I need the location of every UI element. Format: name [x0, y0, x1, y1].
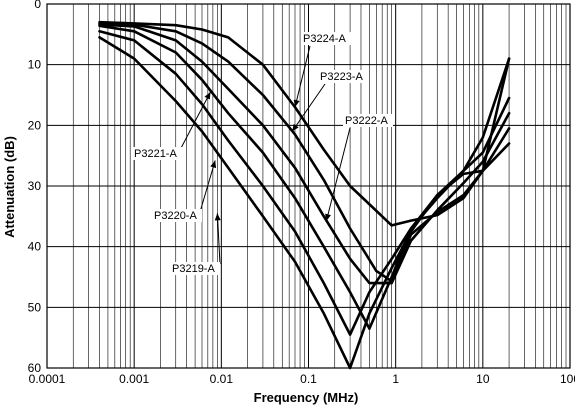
x-tick-label: 100	[560, 372, 575, 386]
callout-label-bg	[170, 262, 220, 275]
x-tick-label: 1	[392, 372, 399, 386]
callout-arrowhead	[204, 91, 211, 100]
callout-label-bg	[152, 209, 202, 222]
y-tick-labels: 0 10 20 30 40 50 60	[28, 0, 42, 375]
callout-arrowhead	[210, 160, 217, 169]
callout-leader	[294, 45, 311, 108]
series-line-p3219-a	[98, 36, 511, 370]
callout-label: P3222-A	[345, 115, 388, 127]
callout-label-bg	[318, 70, 368, 83]
x-axis-title: Frequency (MHz)	[254, 390, 359, 405]
callout-leader	[291, 83, 326, 132]
x-tick-labels: 0.0001 0.001 0.01 0.1 1 10 100	[29, 372, 575, 386]
series-line-p3224-a	[98, 20, 511, 227]
y-tick-label: 40	[28, 240, 42, 254]
callout-label-bg	[132, 147, 182, 160]
y-tick-label: 10	[28, 58, 42, 72]
callout-leader	[179, 91, 211, 151]
y-tick-label: 50	[28, 300, 42, 314]
callout-leader	[199, 160, 216, 213]
callout-arrowhead	[293, 99, 300, 108]
y-axis-title: Attenuation (dB)	[2, 136, 17, 238]
callout-label: P3224-A	[303, 33, 346, 45]
callout-label: P3220-A	[154, 210, 197, 222]
x-tick-label: 0.0001	[29, 372, 66, 386]
y-tick-label: 0	[34, 0, 41, 11]
y-tick-label: 60	[28, 361, 42, 375]
callout-layer: P3224-A P3223-A P3222-A P3221-A P3220-A P3219…	[132, 32, 393, 275]
plot-frame	[46, 3, 571, 369]
series-layer	[98, 20, 511, 370]
x-tick-label: 0.001	[119, 372, 149, 386]
x-tick-label: 0.1	[300, 372, 317, 386]
callout-label: P3223-A	[320, 71, 363, 83]
callout-leader	[325, 127, 351, 222]
callout-leader	[216, 213, 221, 265]
callout-arrowhead	[325, 213, 331, 222]
callout-label: P3221-A	[134, 148, 177, 160]
x-tick-label: 0.01	[210, 372, 234, 386]
series-line-p3222-a	[98, 23, 511, 285]
y-tick-label: 30	[28, 179, 42, 193]
callout-label-bg	[301, 32, 351, 45]
callout-label-bg	[343, 114, 393, 127]
callout-label: P3219-A	[172, 263, 215, 275]
x-tick-label: 10	[476, 372, 490, 386]
callout-arrowhead	[292, 123, 299, 132]
callout-arrowhead	[214, 213, 221, 221]
series-line-p3223-a	[98, 22, 511, 283]
y-tick-label: 20	[28, 118, 42, 132]
